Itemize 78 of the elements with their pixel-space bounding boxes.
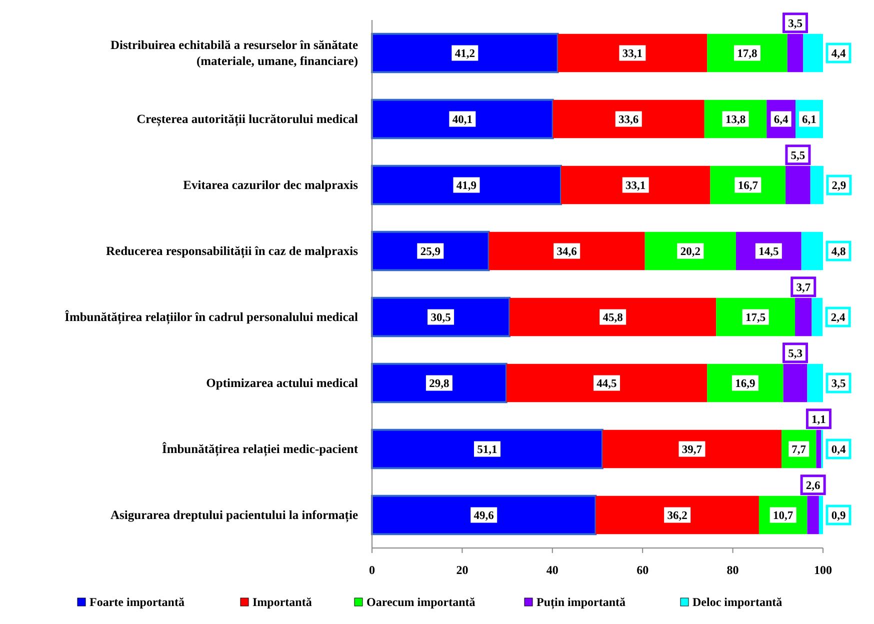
- bar: [371, 428, 604, 470]
- y-tick-label: Asigurarea dreptului pacientului la informație: [110, 508, 358, 523]
- y-tick-label: Îmbunătățirea relației medic-pacient: [162, 442, 359, 457]
- data-label: 44,5: [596, 378, 618, 390]
- data-label: 2,9: [832, 180, 846, 192]
- legend-label: Deloc importantă: [692, 595, 782, 609]
- x-tick-label: 80: [726, 563, 739, 577]
- bar: [596, 496, 759, 534]
- bar: [371, 494, 597, 536]
- bar: [510, 298, 716, 336]
- bar: [602, 430, 782, 468]
- bar: [818, 496, 823, 534]
- data-label: 2,4: [830, 312, 846, 324]
- data-label: 10,7: [773, 510, 794, 522]
- x-tick-label: 60: [636, 563, 649, 577]
- data-label: 2,6: [806, 480, 821, 492]
- legend-label: Importantă: [252, 595, 312, 609]
- data-label: 1,1: [812, 414, 826, 426]
- data-label: 6,4: [774, 114, 788, 126]
- data-label: 34,6: [556, 246, 578, 258]
- data-label: 39,7: [682, 444, 702, 456]
- data-label: 51,1: [477, 444, 498, 456]
- data-label: 3,5: [788, 18, 803, 30]
- data-label: 0,4: [831, 444, 846, 456]
- data-label: 25,9: [420, 246, 441, 258]
- x-tick-label: 20: [456, 563, 468, 577]
- bar: [371, 32, 559, 74]
- data-label: 7,7: [792, 444, 806, 456]
- y-tick-label: Evitarea cazurilor dec malpraxis: [183, 178, 358, 192]
- data-label: 3,7: [796, 282, 811, 294]
- bar: [807, 364, 823, 402]
- data-label: 5,5: [790, 150, 806, 162]
- bar: [810, 166, 824, 204]
- data-label: 49,6: [474, 510, 494, 522]
- data-label: 41,2: [454, 48, 476, 60]
- data-label: 41,9: [456, 180, 477, 192]
- bar: [488, 232, 645, 270]
- bar: [371, 164, 562, 206]
- data-label: 40,1: [452, 114, 473, 126]
- x-tick-label: 100: [814, 563, 832, 577]
- bar: [558, 34, 708, 72]
- data-label: 36,2: [667, 510, 688, 522]
- data-label: 17,5: [746, 312, 766, 324]
- bar: [552, 100, 704, 138]
- data-label: 6,1: [802, 114, 817, 126]
- y-tick-label: Creșterea autorității lucrătorului medical: [136, 112, 359, 127]
- data-label: 30,5: [430, 312, 452, 324]
- data-label: 16,7: [738, 180, 758, 192]
- data-label: 20,2: [680, 246, 701, 258]
- data-label: 45,8: [602, 312, 624, 324]
- data-label: 17,8: [737, 48, 758, 60]
- bar: [560, 166, 710, 204]
- x-tick-label: 40: [546, 563, 558, 577]
- bar: [506, 364, 708, 402]
- data-label: 4,8: [831, 246, 846, 258]
- data-label: 33,1: [622, 48, 643, 60]
- y-tick-label: Îmbunătățirea relațiilor în cadrul personalului medical: [64, 310, 359, 325]
- data-label: 33,6: [618, 114, 639, 126]
- data-label: 16,9: [735, 378, 756, 390]
- data-label: 33,1: [626, 180, 646, 192]
- data-label: 29,8: [429, 378, 450, 390]
- x-tick-label: 0: [369, 563, 375, 577]
- legend-label: Foarte importantă: [90, 595, 184, 609]
- data-label: 14,5: [758, 246, 779, 258]
- legend-label: Puțin importantă: [536, 595, 626, 610]
- y-tick-label: Optimizarea actului medical: [206, 376, 359, 390]
- bar: [801, 232, 823, 270]
- bar: [803, 34, 823, 72]
- y-tick-label: Distribuirea echitabilă a resurselor în sănătate (materiale, umane, financiare): [110, 38, 358, 68]
- data-label: 3,5: [831, 378, 846, 390]
- bar: [812, 298, 823, 336]
- data-label: 13,8: [725, 114, 746, 126]
- legend-label: Oarecum importantă: [366, 595, 476, 609]
- data-label: 5,3: [788, 348, 803, 360]
- bar: [371, 98, 554, 140]
- data-label: 0,9: [831, 510, 846, 522]
- data-label: 4,4: [831, 48, 846, 60]
- y-tick-label: Reducerea responsabilității în caz de malpraxis: [106, 244, 358, 259]
